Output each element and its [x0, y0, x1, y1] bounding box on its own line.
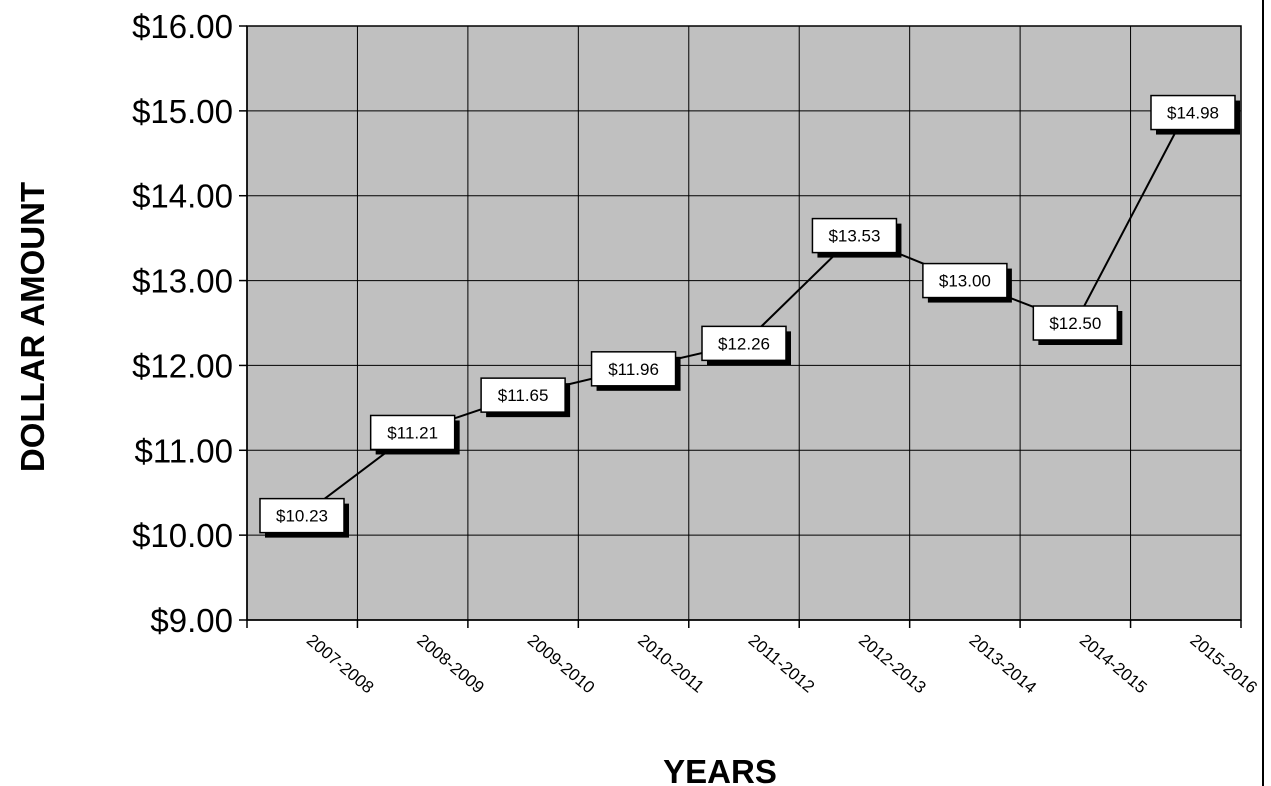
- y-tick-label: $10.00: [132, 517, 233, 554]
- y-tick-label: $15.00: [132, 93, 233, 130]
- y-tick-label: $14.00: [132, 178, 233, 215]
- data-label-text: $10.23: [276, 507, 328, 526]
- data-label-box: [369, 414, 456, 451]
- data-label: $11.21: [369, 414, 460, 455]
- data-label-text: $13.00: [939, 272, 991, 291]
- y-tick-label: $16.00: [132, 8, 233, 45]
- x-tick-label: 2015-2016: [1186, 631, 1261, 698]
- x-tick-label: 2009-2010: [524, 631, 599, 698]
- y-tick-label: $12.00: [132, 347, 233, 384]
- data-label-box: [1032, 305, 1119, 341]
- data-label-box: [480, 377, 566, 413]
- data-label-box: [922, 262, 1008, 299]
- y-tick-label: $11.00: [135, 432, 233, 469]
- x-tick-label: 2010-2011: [634, 631, 708, 697]
- data-label-text: $14.98: [1167, 104, 1219, 123]
- x-tick-label: 2012-2013: [855, 631, 930, 698]
- x-axis: 2007-2008 2008-2009 2009-2010 2010-2011 2011…: [246, 619, 1261, 698]
- data-labels: $10.23 $11.21 $11.65 $11.96 $12.26 $13.53 $13.…: [259, 94, 1240, 538]
- data-label-box: [1150, 94, 1236, 131]
- data-label: $12.50: [1032, 305, 1123, 345]
- data-label: $10.23: [259, 497, 349, 538]
- data-label-box: [590, 351, 677, 387]
- data-label: $14.98: [1150, 94, 1240, 135]
- y-tick-label: $9.00: [150, 602, 233, 639]
- y-tick-label: $13.00: [132, 263, 233, 300]
- data-label-text: $13.53: [828, 227, 880, 246]
- data-label-text: $12.26: [718, 334, 770, 353]
- y-axis-title: DOLLAR AMOUNT: [14, 182, 51, 472]
- data-label: $11.96: [590, 351, 681, 391]
- x-axis-title: YEARS: [663, 753, 777, 786]
- data-label-text: $11.21: [387, 423, 438, 442]
- data-label: $13.00: [922, 262, 1012, 303]
- y-axis: $9.00 $10.00 $11.00 $12.00 $13.00 $14.00 $15.0…: [132, 8, 248, 639]
- data-label: $11.65: [480, 377, 571, 418]
- frame-edge: [1262, 0, 1264, 786]
- data-label-box: [259, 497, 345, 534]
- data-label: $12.26: [701, 325, 791, 366]
- data-label-text: $12.50: [1049, 314, 1101, 333]
- data-label-box: [811, 217, 898, 254]
- x-tick-label: 2011-2012: [745, 631, 819, 697]
- data-label-text: $11.65: [498, 386, 549, 405]
- data-label: $13.53: [811, 217, 902, 258]
- x-tick-label: 2013-2014: [966, 631, 1041, 698]
- data-label-box: [701, 325, 787, 362]
- x-tick-label: 2008-2009: [413, 631, 488, 698]
- data-label-text: $11.96: [608, 360, 659, 379]
- x-tick-label: 2007-2008: [303, 631, 378, 698]
- x-tick-label: 2014-2015: [1076, 631, 1151, 698]
